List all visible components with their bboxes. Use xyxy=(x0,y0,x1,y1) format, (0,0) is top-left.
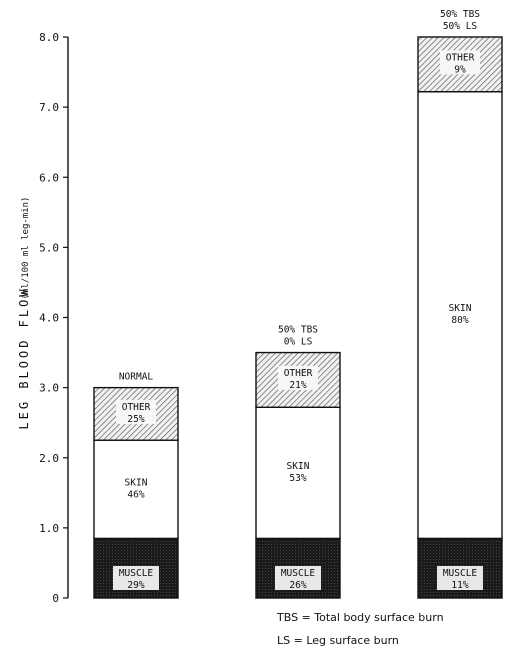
segment-name-label: MUSCLE xyxy=(119,568,154,579)
segment-name-label: SKIN xyxy=(449,303,472,314)
segment-name-label: OTHER xyxy=(284,368,313,379)
segment-percent-label: 21% xyxy=(289,380,306,391)
bar-top-label: 50% TBS xyxy=(278,325,318,336)
y-tick-label: 4.0 xyxy=(39,312,59,325)
segment-percent-label: 80% xyxy=(451,315,468,326)
segment-percent-label: 46% xyxy=(127,489,144,500)
legend: TBS = Total body surface burn LS = Leg s… xyxy=(276,611,444,647)
segment-name-label: MUSCLE xyxy=(281,568,316,579)
y-axis-label: LEG BLOOD FLOW xyxy=(17,286,31,429)
segment-name-label: OTHER xyxy=(446,52,475,63)
segment-name-label: SKIN xyxy=(125,477,148,488)
label-backdrop xyxy=(113,566,159,590)
segment-percent-label: 53% xyxy=(289,473,306,484)
y-axis-units: (ml/100 ml leg-min) xyxy=(21,197,31,300)
bars: MUSCLE29%SKIN46%OTHER25%NORMALMUSCLE26%S… xyxy=(93,9,503,599)
y-tick-label: 3.0 xyxy=(39,382,59,395)
bar-segment-skin xyxy=(255,406,341,540)
y-tick-label: 8.0 xyxy=(39,31,59,44)
label-backdrop xyxy=(278,365,318,390)
bar-top-label: 50% TBS xyxy=(440,9,480,20)
segment-name-label: OTHER xyxy=(122,402,151,413)
y-tick-label: 6.0 xyxy=(39,171,59,184)
label-backdrop xyxy=(116,399,156,424)
y-tick-label: 0 xyxy=(52,592,59,605)
segment-percent-label: 29% xyxy=(127,580,144,591)
y-axis-title: LEG BLOOD FLOW (ml/100 ml leg-min) xyxy=(17,197,31,430)
segment-name-label: SKIN xyxy=(287,461,310,472)
label-backdrop xyxy=(437,566,483,590)
bar-top-label: NORMAL xyxy=(119,372,154,383)
bar-top-label: 50% LS xyxy=(443,21,478,32)
legend-item-tbs: TBS = Total body surface burn xyxy=(276,611,444,624)
segment-percent-label: 9% xyxy=(454,64,466,75)
y-tick-label: 7.0 xyxy=(39,101,59,114)
label-backdrop xyxy=(275,566,321,590)
segment-percent-label: 25% xyxy=(127,414,144,425)
y-axis: 0 1.0 2.0 3.0 4.0 5.0 6.0 7.0 8.0 xyxy=(39,31,69,605)
legend-item-ls: LS = Leg surface burn xyxy=(277,634,399,647)
segment-percent-label: 11% xyxy=(451,580,468,591)
segment-percent-label: 26% xyxy=(289,580,306,591)
bar-segment-skin xyxy=(93,439,179,540)
segment-name-label: MUSCLE xyxy=(443,568,478,579)
label-backdrop xyxy=(440,50,480,75)
bar-top-label: 0% LS xyxy=(284,337,313,348)
y-tick-label: 5.0 xyxy=(39,241,59,254)
y-tick-label: 2.0 xyxy=(39,452,59,465)
bar-segment-skin xyxy=(417,90,503,540)
y-tick-label: 1.0 xyxy=(39,522,59,535)
